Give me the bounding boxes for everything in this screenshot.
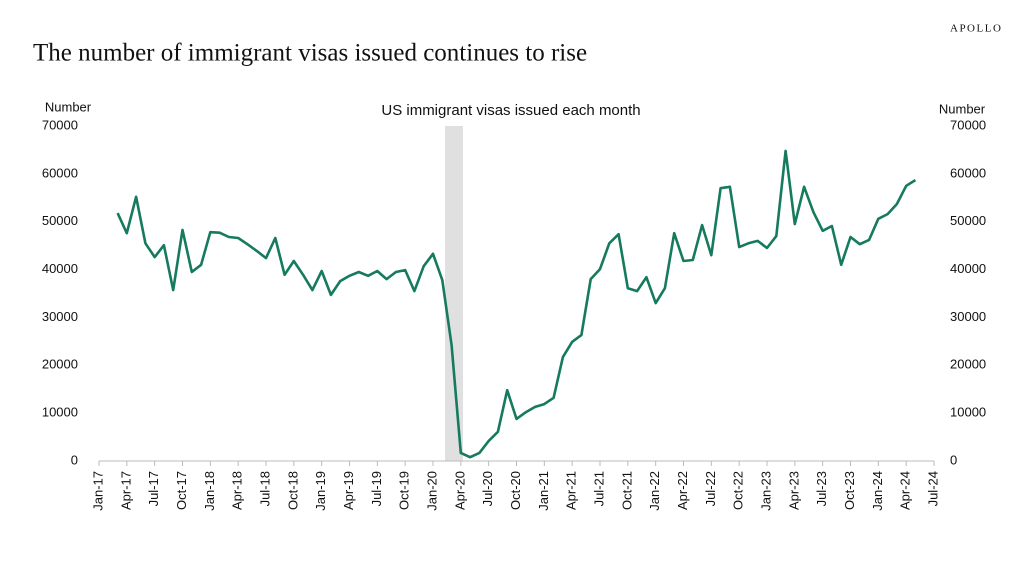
shaded-period bbox=[445, 126, 463, 461]
y2-tick-label: 20000 bbox=[950, 357, 986, 372]
y2-tick-label: 60000 bbox=[950, 165, 986, 180]
x-tick-label: Apr-21 bbox=[564, 471, 579, 510]
y-tick-label: 50000 bbox=[42, 213, 78, 228]
x-tick-label: Jan-21 bbox=[536, 471, 551, 511]
y-tick-label: 20000 bbox=[42, 357, 78, 372]
x-tick-label: Jan-19 bbox=[313, 471, 328, 511]
x-tick-label: Apr-22 bbox=[675, 471, 690, 510]
y-tick-label: 0 bbox=[71, 452, 78, 467]
chart-title: The number of immigrant visas issued con… bbox=[33, 40, 587, 67]
x-tick-label: Oct-21 bbox=[619, 471, 634, 510]
y2-axis-label: Number bbox=[939, 101, 986, 116]
y2-tick-label: 30000 bbox=[950, 309, 986, 324]
y-tick-label: 10000 bbox=[42, 405, 78, 420]
x-tick-label: Oct-22 bbox=[731, 471, 746, 510]
x-tick-label: Oct-18 bbox=[285, 471, 300, 510]
y-tick-label: 70000 bbox=[42, 117, 78, 132]
brand: APOLLO bbox=[950, 23, 1002, 35]
x-tick-label: Jul-18 bbox=[257, 471, 272, 506]
y-tick-label: 60000 bbox=[42, 165, 78, 180]
x-tick-label: Apr-20 bbox=[452, 471, 467, 510]
x-tick-label: Jan-24 bbox=[870, 471, 885, 511]
x-tick-label: Jan-22 bbox=[647, 471, 662, 511]
x-tick-label: Jan-23 bbox=[758, 471, 773, 511]
y2-tick-label: 0 bbox=[950, 452, 957, 467]
y2-tick-label: 70000 bbox=[950, 117, 986, 132]
y2-tick-label: 40000 bbox=[950, 261, 986, 276]
x-tick-label: Apr-24 bbox=[898, 471, 913, 510]
x-tick-label: Apr-17 bbox=[118, 471, 133, 510]
y2-tick-label: 50000 bbox=[950, 213, 986, 228]
x-tick-label: Jan-18 bbox=[202, 471, 217, 511]
x-tick-label: Jul-17 bbox=[146, 471, 161, 506]
x-tick-label: Jan-17 bbox=[90, 471, 105, 511]
x-tick-label: Oct-23 bbox=[842, 471, 857, 510]
x-tick-label: Apr-23 bbox=[786, 471, 801, 510]
series-line bbox=[116, 149, 917, 459]
x-tick-label: Jan-20 bbox=[424, 471, 439, 511]
x-tick-label: Jul-24 bbox=[925, 471, 940, 506]
x-tick-label: Apr-18 bbox=[230, 471, 245, 510]
x-tick-label: Oct-17 bbox=[174, 471, 189, 510]
chart-subtitle: US immigrant visas issued each month bbox=[381, 102, 640, 119]
y-tick-label: 40000 bbox=[42, 261, 78, 276]
x-tick-label: Apr-19 bbox=[341, 471, 356, 510]
x-tick-label: Jul-19 bbox=[369, 471, 384, 506]
x-tick-label: Jul-22 bbox=[703, 471, 718, 506]
y-axis-label: Number bbox=[45, 99, 92, 114]
x-tick-label: Oct-19 bbox=[397, 471, 412, 510]
x-tick-label: Oct-20 bbox=[508, 471, 523, 510]
x-tick-label: Jul-21 bbox=[591, 471, 606, 506]
x-tick-label: Jul-23 bbox=[814, 471, 829, 506]
y2-tick-label: 10000 bbox=[950, 405, 986, 420]
x-tick-label: Jul-20 bbox=[480, 471, 495, 506]
y-tick-label: 30000 bbox=[42, 309, 78, 324]
